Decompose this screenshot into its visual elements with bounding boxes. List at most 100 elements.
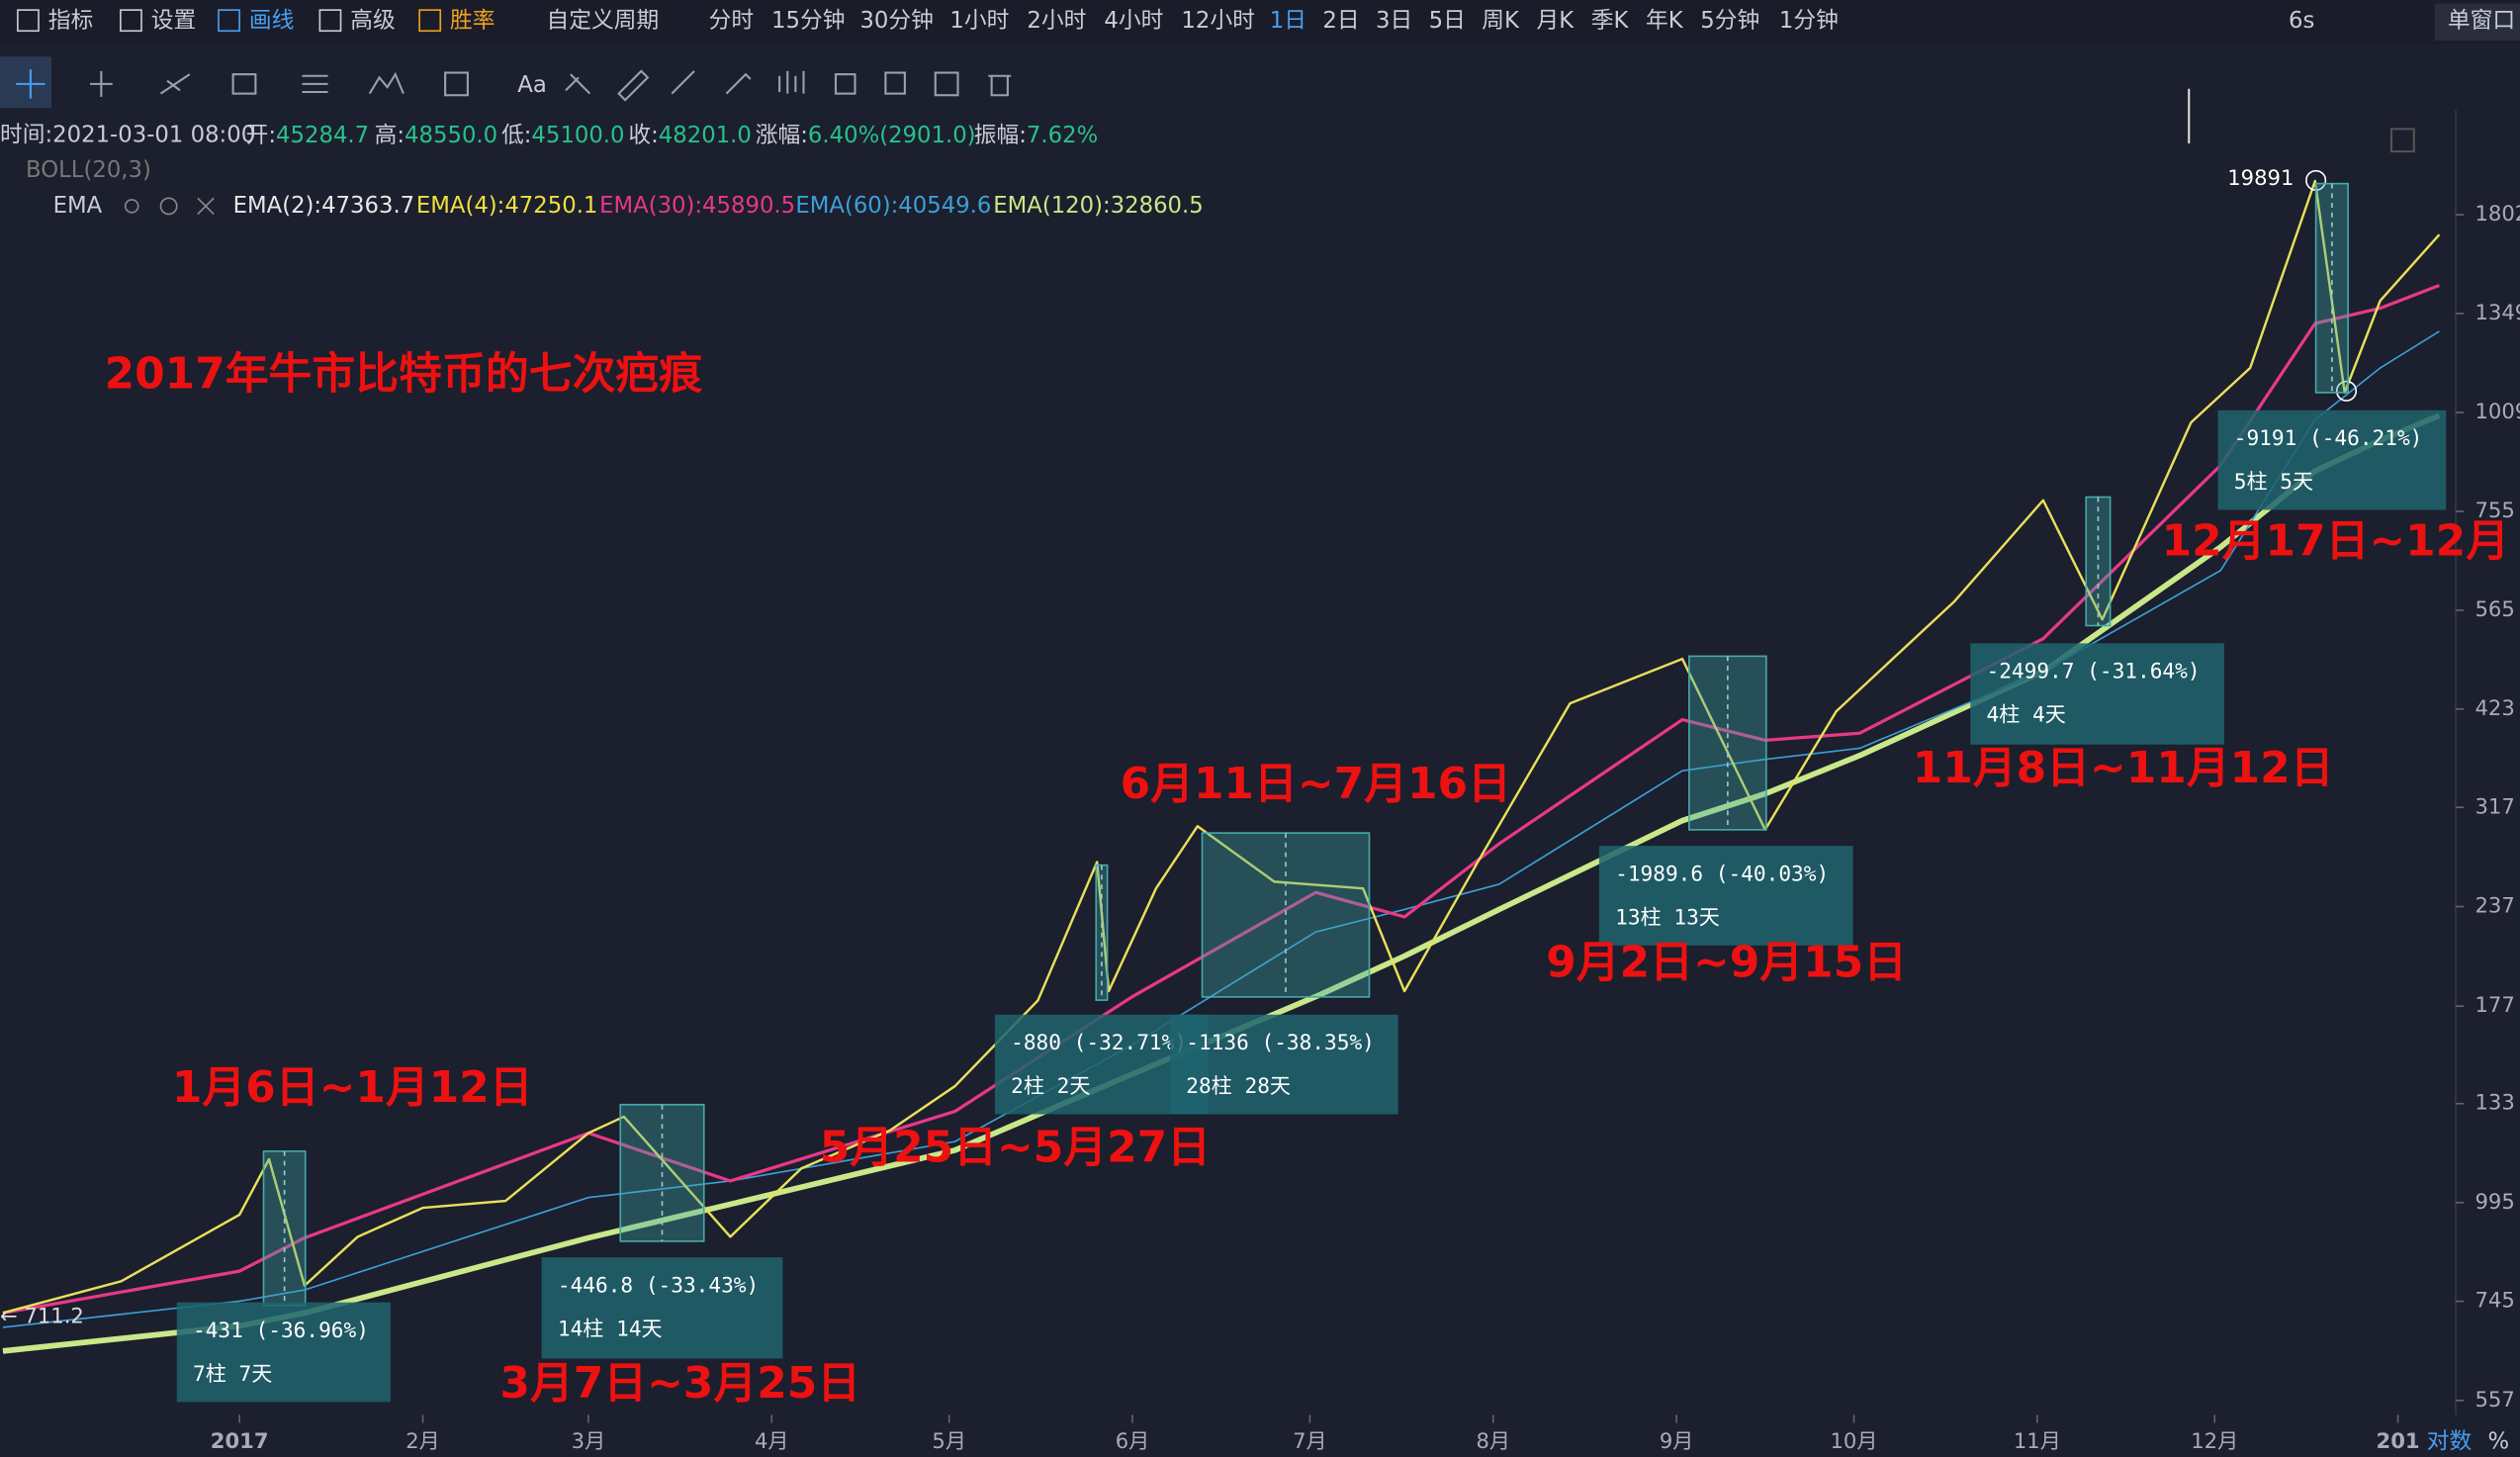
window-button-bg[interactable] [2434, 3, 2520, 41]
scar-period: 5月25日~5月27日 [820, 1122, 1211, 1172]
ema-line [2, 412, 2441, 1354]
toolbar-item[interactable]: 指标 [48, 8, 94, 34]
info-value: 7.62% [1027, 122, 1098, 147]
toolbar-icon[interactable] [120, 9, 142, 33]
info-field: 开:45284.7 [246, 122, 370, 147]
ema-value: EMA(60):40549.6 [795, 193, 991, 219]
y-tick-label: 1009 [2475, 399, 2520, 423]
crosshair-tool[interactable] [0, 56, 51, 109]
toolbar-icon[interactable] [418, 9, 442, 33]
period-option[interactable]: 月K [1537, 8, 1575, 34]
toolbar-item[interactable]: 设置 [151, 8, 197, 34]
y-tick-label: 1349 [2475, 300, 2520, 324]
x-tick-label: 201 [2377, 1428, 2420, 1453]
period-option[interactable]: 5分钟 [1700, 8, 1759, 34]
x-tick-label: 7月 [1293, 1428, 1327, 1453]
y-tick-label: 745 [2475, 1288, 2515, 1313]
period-menu[interactable]: 自定义周期 [547, 8, 660, 34]
toolbar-icon[interactable] [218, 9, 240, 33]
ema-indicator[interactable]: EMA [53, 193, 103, 219]
ema-value: EMA(120):32860.5 [993, 193, 1203, 219]
time-field: 时间:2021-03-01 08:00 [0, 122, 255, 147]
measure-bars: 5柱 5天 [2234, 469, 2313, 494]
info-label: 高: [375, 122, 405, 147]
toolbar-icon[interactable] [17, 9, 40, 33]
measure-change: -1136 (-38.35%) [1186, 1030, 1375, 1054]
chart-title: 2017年牛市比特币的七次疤痕 [105, 349, 703, 400]
ema-value: EMA(2):47363.7 [233, 193, 415, 219]
low-handle[interactable] [2335, 380, 2358, 402]
text-tool[interactable]: Aa [517, 72, 547, 98]
y-tick-label: 423 [2475, 695, 2515, 720]
info-field: 高:48550.0 [375, 122, 497, 147]
ema-line [2, 330, 2440, 1328]
scar-period: 9月2日~9月15日 [1546, 937, 1907, 987]
scar-period: 3月7日~3月25日 [499, 1358, 860, 1409]
measure-bars: 28柱 28天 [1186, 1073, 1291, 1098]
x-tick-label: 5月 [932, 1428, 966, 1453]
toolbar-item[interactable]: 胜率 [450, 8, 495, 34]
boll-indicator[interactable]: BOLL(20,3) [26, 157, 151, 183]
x-tick-label: 8月 [1476, 1428, 1510, 1453]
info-value: 45284.7 [276, 122, 369, 147]
period-option[interactable]: 15分钟 [771, 8, 845, 34]
indicator-icons[interactable] [124, 197, 215, 216]
info-field: 收:48201.0 [628, 122, 752, 147]
period-option[interactable]: 周K [1482, 8, 1520, 34]
period-option[interactable]: 2小时 [1027, 8, 1086, 34]
measure-change: -880 (-32.71%) [1011, 1030, 1187, 1054]
x-tick-label: 12月 [2191, 1428, 2238, 1453]
info-label: 振幅: [974, 122, 1027, 147]
x-tick-label: 10月 [1830, 1428, 1877, 1453]
period-option[interactable]: 分时 [709, 8, 755, 34]
measure-box [1970, 643, 2224, 745]
period-option[interactable]: 5日 [1429, 8, 1466, 34]
measure-change: -9191 (-46.21%) [2234, 425, 2423, 450]
y-tick-label: 317 [2475, 793, 2515, 818]
scar-period: 6月11日~7月16日 [1121, 759, 1511, 809]
toolbar-item[interactable]: 高级 [350, 8, 396, 34]
info-value: 45100.0 [531, 122, 624, 147]
measure-change: -1989.6 (-40.03%) [1615, 861, 1829, 885]
measure-box [1598, 846, 1853, 946]
price-line [2, 179, 2441, 1315]
measure-bars: 2柱 2天 [1011, 1073, 1090, 1098]
y-tick-label: 177 [2475, 992, 2515, 1017]
percent-toggle[interactable]: % [2488, 1429, 2510, 1455]
info-value: 48550.0 [405, 122, 497, 147]
period-option[interactable]: 2日 [1322, 8, 1359, 34]
scar-period: 1月6日~1月12日 [172, 1062, 533, 1113]
measure-bars: 4柱 4天 [1987, 702, 2066, 727]
y-tick-label: 133 [2475, 1090, 2515, 1115]
refresh-interval[interactable]: 6s [2289, 8, 2314, 34]
info-label: 开: [246, 122, 276, 147]
measure-box [541, 1257, 783, 1359]
scar-period: 11月8日~11月12日 [1913, 743, 2334, 793]
window-mode[interactable]: 单窗口 [2448, 8, 2515, 34]
measure-box [2217, 410, 2447, 510]
x-tick-label: 2月 [405, 1428, 440, 1453]
period-option[interactable]: 1日 [1270, 8, 1306, 34]
y-tick-label: 565 [2475, 596, 2515, 621]
period-option[interactable]: 12小时 [1181, 8, 1254, 34]
period-option[interactable]: 季K [1591, 8, 1630, 34]
drawing-tool-icons[interactable] [16, 69, 2415, 153]
period-option[interactable]: 30分钟 [859, 8, 933, 34]
x-tick-label: 11月 [2014, 1428, 2061, 1453]
y-tick-label: 755 [2475, 498, 2515, 522]
period-option[interactable]: 年K [1646, 8, 1684, 34]
toolbar-icon[interactable] [318, 9, 342, 33]
toolbar-item[interactable]: 画线 [249, 8, 295, 34]
period-option[interactable]: 3日 [1376, 8, 1412, 34]
x-tick-label: 6月 [1116, 1428, 1150, 1453]
log-scale-toggle[interactable]: 对数 [2427, 1429, 2473, 1455]
measure-box [1170, 1014, 1398, 1115]
period-option[interactable]: 1小时 [949, 8, 1009, 34]
measure-change: -431 (-36.96%) [193, 1318, 369, 1342]
info-label: 低: [501, 122, 531, 147]
measure-box [176, 1302, 391, 1403]
period-option[interactable]: 4小时 [1104, 8, 1163, 34]
measure-bars: 7柱 7天 [193, 1361, 272, 1386]
period-option[interactable]: 1分钟 [1779, 8, 1839, 34]
